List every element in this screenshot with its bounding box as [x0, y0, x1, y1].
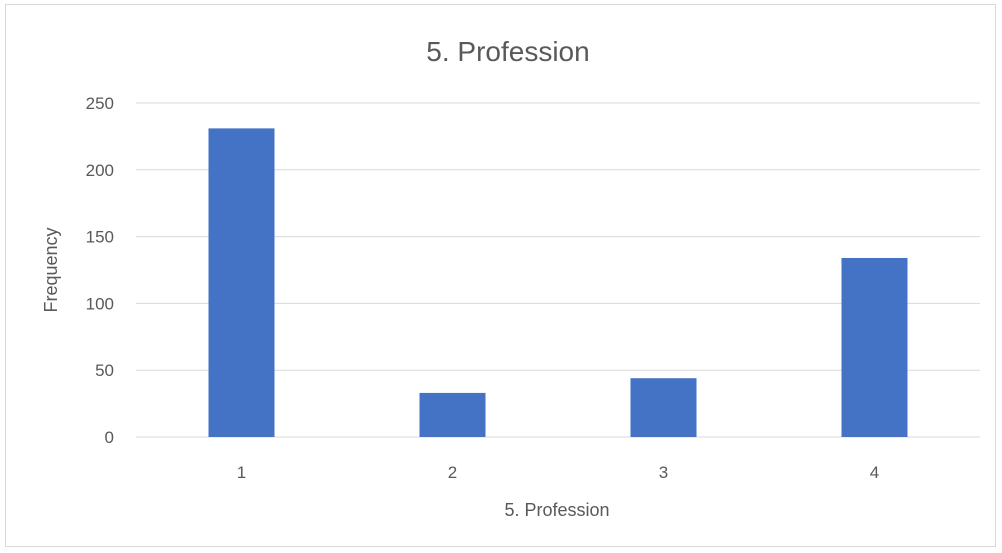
bars [208, 128, 908, 437]
gridlines [136, 102, 980, 438]
y-tick-label: 50 [95, 361, 114, 380]
bar-1 [208, 128, 275, 437]
bar-2 [419, 392, 486, 437]
x-tick-label: 2 [448, 463, 457, 482]
y-tick-label: 250 [86, 94, 114, 113]
y-tick-label: 100 [86, 294, 114, 313]
chart-frame [5, 4, 996, 547]
x-tick-label: 3 [659, 463, 668, 482]
x-axis-ticks: 1 2 3 4 [237, 463, 879, 482]
bar-3 [630, 378, 697, 437]
y-axis-title: Frequency [41, 227, 61, 312]
bar-4 [841, 257, 908, 437]
x-tick-label: 1 [237, 463, 246, 482]
y-tick-label: 150 [86, 228, 114, 247]
y-tick-label: 0 [105, 428, 114, 447]
chart-title: 5. Profession [426, 36, 589, 67]
x-tick-label: 4 [870, 463, 879, 482]
y-axis-ticks: 0 50 100 150 200 250 [86, 94, 114, 447]
x-axis-title: 5. Profession [504, 500, 609, 520]
y-tick-label: 200 [86, 161, 114, 180]
